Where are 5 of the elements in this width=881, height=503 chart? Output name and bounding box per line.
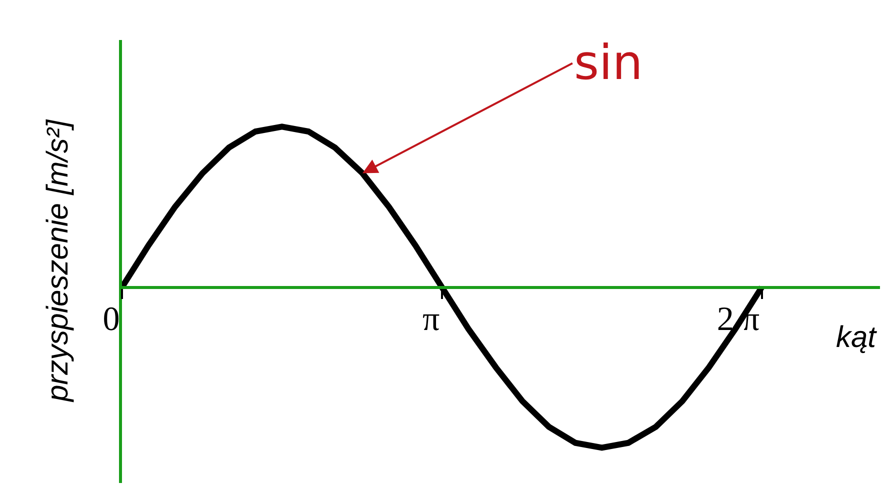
x-tick-label: π <box>422 300 440 338</box>
annotation: sin <box>574 35 643 91</box>
x-tick-label: 0 <box>102 300 120 338</box>
x-axis-title: kąt <box>836 321 878 354</box>
y-axis-title: przyspieszenie [m/s²] <box>42 119 75 403</box>
